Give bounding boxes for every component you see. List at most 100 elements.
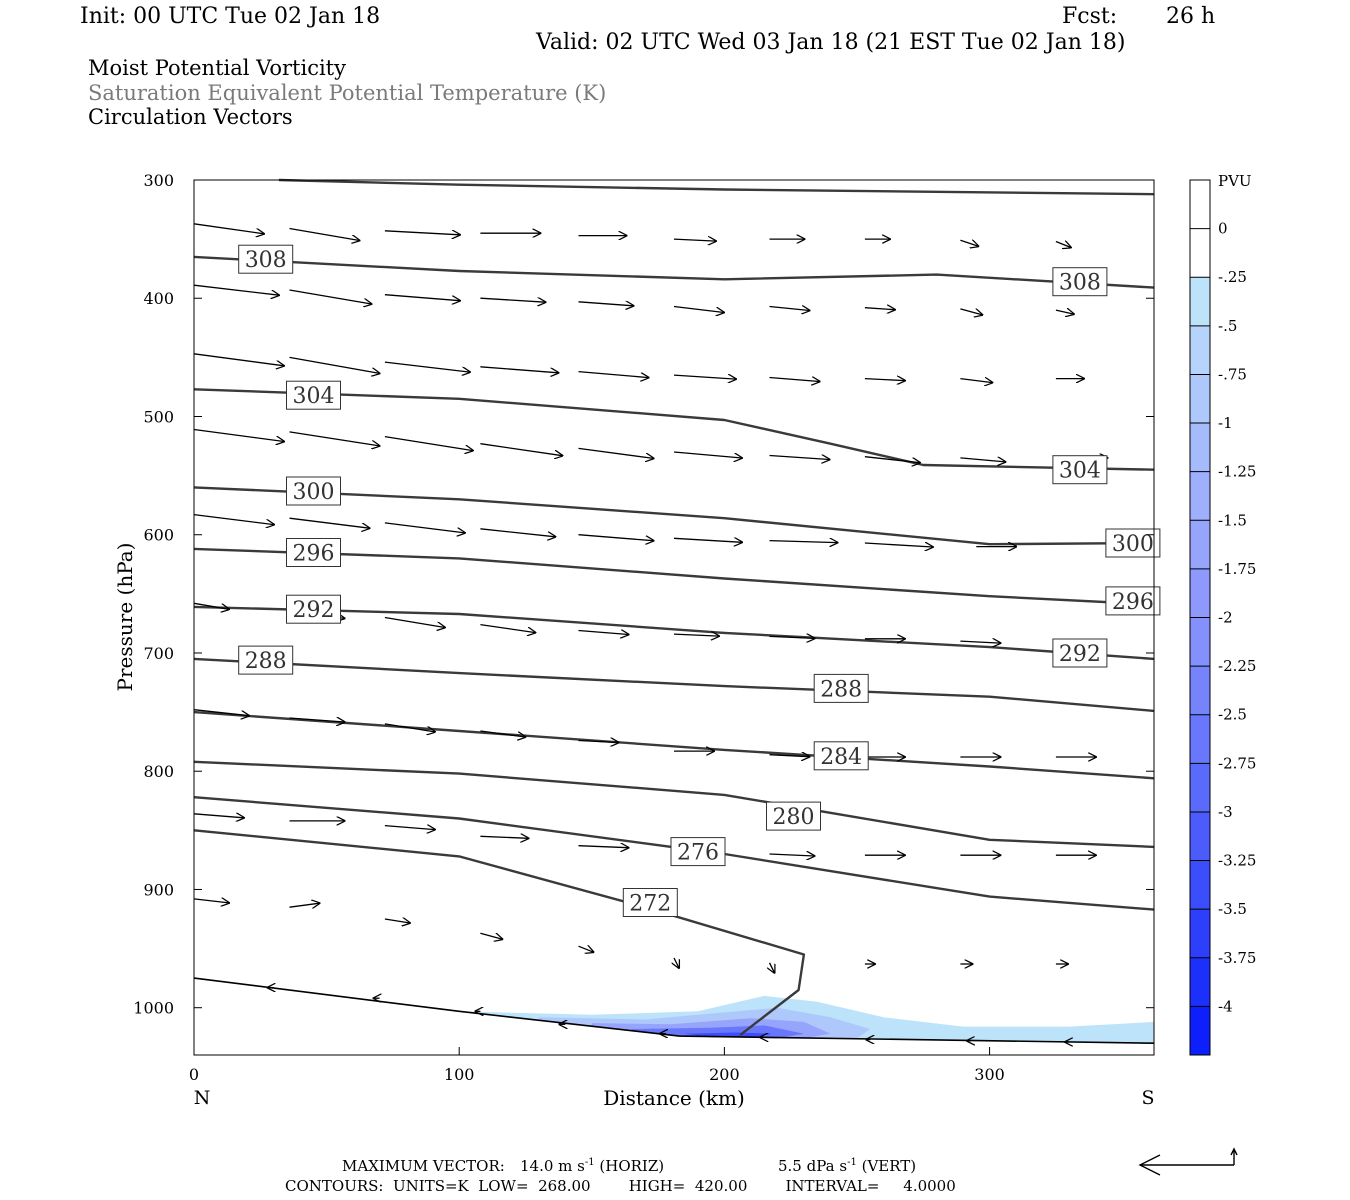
title-vectors: Circulation Vectors [88,105,293,129]
circulation-vector [864,543,933,547]
circulation-vector [480,443,562,456]
contour-label: 276 [677,841,719,866]
colorbar-level-label: -1.5 [1218,511,1247,529]
y-tick-label: 400 [143,289,174,308]
valid-time: Valid: 02 UTC Wed 03 Jan 18 (21 EST Tue … [536,30,1126,55]
circulation-vector [674,957,679,968]
theta-contour-304 [193,388,1155,471]
contour-label: 296 [293,542,335,567]
circulation-vector [289,718,345,722]
circulation-vector [960,641,1000,643]
circulation-vector [289,356,380,373]
circulation-vector [480,298,545,302]
colorbar-swatch [1190,568,1210,618]
circulation-vector [673,634,719,636]
theta-contour-300 [193,486,1155,546]
contour-label-box [286,476,341,506]
contour-label-box [286,380,341,410]
circulation-vector [480,528,555,537]
colorbar-level-label: -3.75 [1218,949,1256,967]
circulation-vector [193,428,284,442]
circulation-vector [193,709,249,716]
theta-contour-292 [193,605,1155,661]
colorbar-level-label: -1.25 [1218,463,1256,481]
colorbar-swatch [1190,811,1210,862]
theta-contour-0 [278,178,1155,196]
circulation-vector [384,522,465,533]
colorbar-swatch [1190,860,1210,910]
circulation-vector [578,846,629,848]
theta-contour-308 [193,255,1155,289]
surface-line [193,977,1155,1044]
y-tick-label: 1000 [133,999,174,1018]
circulation-vector [769,755,810,757]
circulation-vector [480,366,558,373]
circulation-vector [578,447,654,458]
circulation-vector [480,836,528,838]
contour-label-box [766,801,821,831]
horiz-value: 14.0 m s [520,1157,585,1175]
x-tick-label: 300 [974,1065,1005,1084]
colorbar-swatch [1190,714,1210,764]
contour-label-box [670,837,726,867]
colorbar-swatch [1190,374,1210,424]
contour-label-box [1052,455,1108,485]
colorbar-level-label: -.5 [1218,317,1237,335]
colorbar-swatch [1190,666,1210,716]
circulation-vector [960,458,1005,462]
circulation-vector [384,723,435,732]
contour-label: 272 [629,892,671,917]
contour-label: 284 [820,745,862,770]
circulation-vector [673,239,716,241]
north-endpoint-label: N [194,1087,211,1109]
forecast-hour: 26 h [1166,4,1216,29]
circulation-vector [289,289,372,304]
theta-contour-284 [193,710,1155,780]
colorbar-level-label: -4 [1218,997,1233,1015]
colorbar-level-label: -3 [1218,803,1233,821]
contour-label-box [286,538,341,567]
circulation-vector [770,962,775,973]
horiz-tag: (HORIZ) [599,1157,665,1175]
circulation-vector [769,854,815,856]
forecast-label: Fcst: [1062,4,1118,29]
max-vector-vertical: 5.5 dPa s-1 (VERT) [778,1157,916,1175]
contour-info: CONTOURS: UNITS=K LOW= 268.00 HIGH= 420.… [285,1177,956,1195]
contour-label-box [1052,267,1108,297]
colorbar-swatch [1190,180,1210,230]
circulation-vector [769,636,815,638]
colorbar-level-label: -3.5 [1218,900,1247,918]
colorbar-swatch [1190,909,1210,959]
contour-label-box [813,673,869,703]
circulation-vector [578,370,649,378]
colorbar-level-label: -1.75 [1218,560,1256,578]
contour-label-box [1105,586,1161,616]
colorbar-level-label: -.75 [1218,365,1247,383]
colorbar-swatch [1190,617,1210,667]
colorbar-swatch [1190,520,1210,570]
contour-label-box [1052,638,1108,668]
colorbar-level-label: -3.25 [1218,852,1256,870]
contour-label: 288 [820,677,862,702]
contour-label: 296 [1112,590,1154,615]
colorbar-swatch [1190,325,1210,375]
circulation-vector [769,378,820,382]
contour-label: 308 [1059,271,1101,296]
y-tick-label: 300 [143,171,174,190]
theta-contour-280 [193,760,1155,849]
circulation-vector [769,456,830,460]
theta-contour-296 [193,547,1155,606]
circulation-vector [1055,242,1071,248]
circulation-vector [960,308,982,315]
circulation-vector [673,538,742,542]
contour-label-box [1105,528,1161,558]
circulation-vector [289,903,320,907]
circulation-vector [960,240,978,246]
y-tick-label: 600 [143,526,174,545]
theta-contour-272 [193,829,806,1036]
circulation-vector [864,456,920,463]
circulation-vector [384,294,460,301]
x-tick-label: 100 [444,1065,475,1084]
circulation-vector [480,932,502,939]
colorbar-swatch [1190,1006,1210,1056]
